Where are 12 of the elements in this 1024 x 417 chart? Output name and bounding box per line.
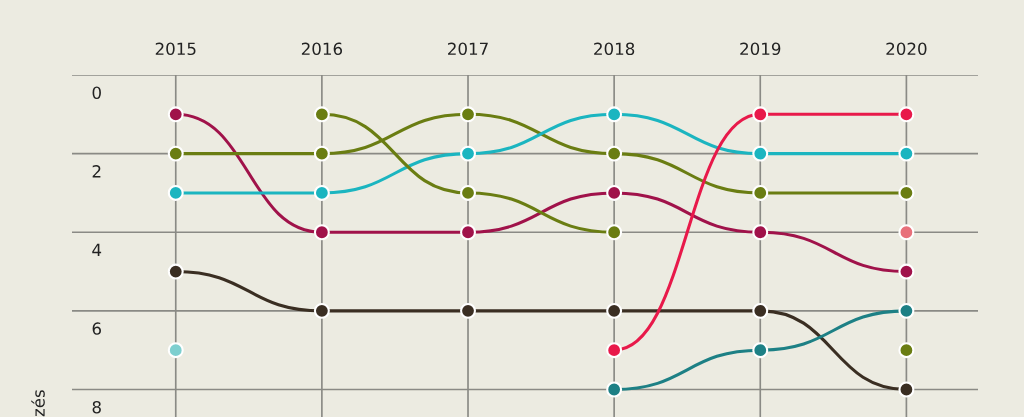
y-tick-label: 8 [92, 400, 101, 414]
y-axis-title: zés [31, 390, 45, 417]
x-tick-label: 2019 [740, 42, 781, 56]
x-tick-label: 2017 [448, 42, 488, 56]
y-tick-label: 4 [92, 243, 102, 257]
x-tick-label: 2018 [594, 42, 635, 56]
x-tick-label: 2016 [301, 42, 343, 56]
x-tick-label: 2020 [886, 42, 927, 56]
x-tick-label: 2015 [155, 42, 196, 56]
y-tick-label: 6 [92, 322, 101, 335]
y-tick-label: 0 [92, 86, 101, 100]
y-tick-label: 2 [92, 165, 101, 178]
